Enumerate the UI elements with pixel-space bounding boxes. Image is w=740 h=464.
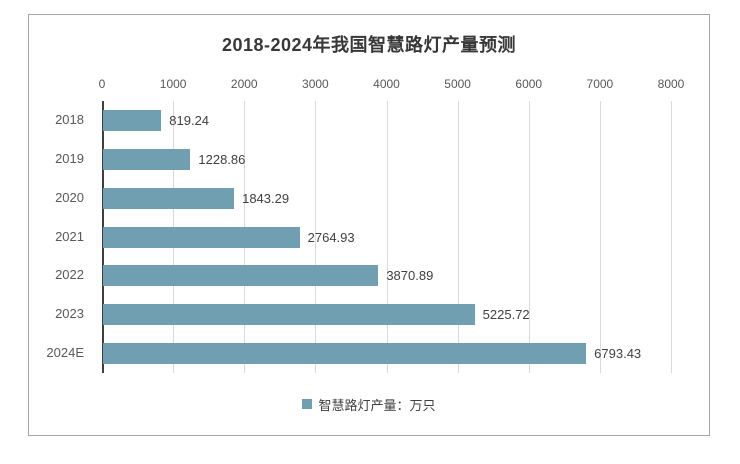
category-label: 2022	[55, 267, 84, 283]
x-axis-tick-label: 7000	[586, 77, 614, 91]
gridline	[671, 101, 672, 373]
gridline	[315, 101, 317, 373]
category-label: 2021	[55, 228, 84, 244]
bar	[103, 343, 587, 365]
x-axis-tick-label: 6000	[515, 77, 543, 91]
category-label: 2020	[55, 189, 84, 205]
chart-frame: 2018-2024年我国智慧路灯产量预测 0 1000 2000 3000 4000 50…	[28, 14, 710, 436]
bar-value-label: 3870.89	[386, 268, 434, 284]
bar-value-label: 6793.43	[594, 346, 642, 362]
bar	[103, 226, 300, 248]
bar	[103, 265, 379, 287]
x-axis-tick-label: 5000	[444, 77, 471, 91]
bar-value-label: 819.24	[169, 112, 210, 128]
category-label: 2023	[55, 306, 84, 322]
bar-value-label: 1843.29	[242, 190, 290, 206]
bar-value-label: 1228.86	[198, 151, 246, 167]
bar	[103, 109, 162, 131]
bar-value-label: 5225.72	[482, 307, 530, 323]
gridline	[386, 101, 388, 373]
x-axis: 0 1000 2000 3000 4000 5000 6000 7000 8000	[29, 77, 709, 95]
x-axis-tick-label: 4000	[373, 77, 400, 91]
category-label: 2024E	[46, 345, 84, 361]
plot-area: 819.24 1228.86 1843.29 2764.93 3870.89 5225.7…	[102, 101, 672, 373]
legend: 智慧路灯产量：万只	[29, 395, 709, 413]
x-axis-tick-label: 8000	[657, 77, 685, 91]
bar-value-label: 2764.93	[307, 229, 355, 245]
gridline	[528, 101, 530, 373]
bar	[103, 148, 191, 170]
bar	[103, 304, 475, 326]
bar	[103, 187, 235, 209]
y-axis-category-labels: 2018 2019 2020 2021 2022 2023 2024E	[29, 101, 93, 373]
gridline	[457, 101, 459, 373]
x-axis-tick-label: 0	[98, 77, 106, 91]
gridline	[599, 101, 601, 373]
legend-square-icon	[302, 399, 313, 409]
x-axis-tick-label: 1000	[159, 77, 187, 91]
x-axis-tick-label: 3000	[302, 77, 329, 91]
legend-label: 智慧路灯产量：万只	[318, 397, 436, 413]
category-label: 2019	[55, 150, 84, 166]
chart-title: 2018-2024年我国智慧路灯产量预测	[221, 35, 517, 55]
category-label: 2018	[55, 112, 84, 127]
x-axis-tick-label: 2000	[230, 77, 258, 91]
